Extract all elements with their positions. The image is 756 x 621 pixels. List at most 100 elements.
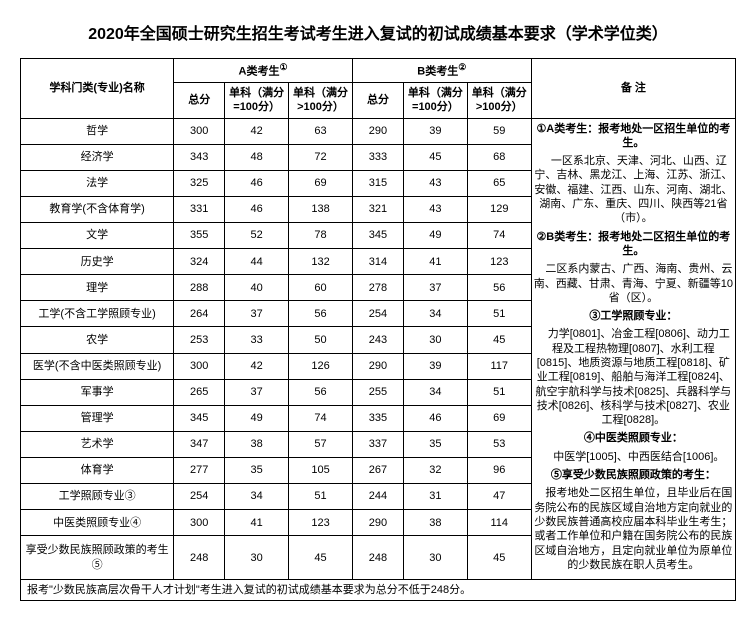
header-notes: 备 注 bbox=[531, 59, 735, 119]
header-catB: B类考生② bbox=[352, 59, 531, 83]
score-cell: 126 bbox=[289, 353, 353, 379]
score-cell: 248 bbox=[174, 536, 225, 580]
score-cell: 49 bbox=[225, 405, 289, 431]
score-cell: 96 bbox=[467, 457, 531, 483]
score-cell: 40 bbox=[225, 275, 289, 301]
score-cell: 78 bbox=[289, 222, 353, 248]
note-paragraph: ⑤享受少数民族照顾政策的考生： bbox=[534, 468, 733, 482]
header-total-a: 总分 bbox=[174, 82, 225, 118]
score-cell: 123 bbox=[289, 510, 353, 536]
score-cell: 34 bbox=[404, 301, 468, 327]
score-cell: 43 bbox=[404, 170, 468, 196]
score-cell: 321 bbox=[352, 196, 403, 222]
score-cell: 59 bbox=[467, 118, 531, 144]
score-cell: 45 bbox=[404, 144, 468, 170]
score-cell: 45 bbox=[467, 327, 531, 353]
score-cell: 314 bbox=[352, 249, 403, 275]
score-cell: 254 bbox=[352, 301, 403, 327]
score-cell: 253 bbox=[174, 327, 225, 353]
score-cell: 300 bbox=[174, 353, 225, 379]
table-footnote: 报考"少数民族高层次骨干人才计划"考生进入复试的初试成绩基本要求为总分不低于24… bbox=[21, 580, 736, 601]
score-cell: 255 bbox=[352, 379, 403, 405]
score-cell: 35 bbox=[404, 431, 468, 457]
header-sub100-a: 单科（满分=100分） bbox=[225, 82, 289, 118]
score-cell: 51 bbox=[467, 301, 531, 327]
score-cell: 138 bbox=[289, 196, 353, 222]
score-cell: 277 bbox=[174, 457, 225, 483]
subject-name: 经济学 bbox=[21, 144, 174, 170]
score-cell: 30 bbox=[404, 536, 468, 580]
score-cell: 37 bbox=[225, 301, 289, 327]
subject-name: 工学照顾专业③ bbox=[21, 484, 174, 510]
score-cell: 278 bbox=[352, 275, 403, 301]
score-cell: 48 bbox=[225, 144, 289, 170]
table-row: 哲学30042632903959①A类考生：报考地处一区招生单位的考生。一区系北… bbox=[21, 118, 736, 144]
score-cell: 37 bbox=[225, 379, 289, 405]
note-paragraph: 报考地处二区招生单位，且毕业后在国务院公布的民族区域自治地方定向就业的少数民族普… bbox=[534, 486, 733, 572]
score-cell: 38 bbox=[404, 510, 468, 536]
score-cell: 57 bbox=[289, 431, 353, 457]
score-cell: 290 bbox=[352, 118, 403, 144]
header-subgt100-a: 单科（满分>100分） bbox=[289, 82, 353, 118]
score-cell: 132 bbox=[289, 249, 353, 275]
score-cell: 44 bbox=[225, 249, 289, 275]
score-cell: 290 bbox=[352, 353, 403, 379]
score-cell: 355 bbox=[174, 222, 225, 248]
header-subject: 学科门类(专业)名称 bbox=[21, 59, 174, 119]
note-paragraph: 二区系内蒙古、广西、海南、贵州、云南、西藏、甘肃、青海、宁夏、新疆等10省（区）… bbox=[534, 262, 733, 305]
subject-name: 体育学 bbox=[21, 457, 174, 483]
score-cell: 41 bbox=[225, 510, 289, 536]
score-cell: 31 bbox=[404, 484, 468, 510]
note-paragraph: 一区系北京、天津、河北、山西、辽宁、吉林、黑龙江、上海、江苏、浙江、安徽、福建、… bbox=[534, 154, 733, 225]
score-cell: 37 bbox=[404, 275, 468, 301]
score-cell: 114 bbox=[467, 510, 531, 536]
score-cell: 46 bbox=[225, 196, 289, 222]
score-cell: 324 bbox=[174, 249, 225, 275]
notes-cell: ①A类考生：报考地处一区招生单位的考生。一区系北京、天津、河北、山西、辽宁、吉林… bbox=[531, 118, 735, 580]
score-cell: 50 bbox=[289, 327, 353, 353]
score-cell: 42 bbox=[225, 353, 289, 379]
score-cell: 42 bbox=[225, 118, 289, 144]
note-paragraph: ④中医类照顾专业： bbox=[534, 431, 733, 445]
score-cell: 69 bbox=[289, 170, 353, 196]
score-cell: 244 bbox=[352, 484, 403, 510]
score-cell: 315 bbox=[352, 170, 403, 196]
score-cell: 264 bbox=[174, 301, 225, 327]
header-catA: A类考生① bbox=[174, 59, 353, 83]
score-cell: 337 bbox=[352, 431, 403, 457]
score-cell: 46 bbox=[225, 170, 289, 196]
subject-name: 农学 bbox=[21, 327, 174, 353]
score-cell: 49 bbox=[404, 222, 468, 248]
note-paragraph: ②B类考生：报考地处二区招生单位的考生。 bbox=[534, 230, 733, 259]
score-cell: 129 bbox=[467, 196, 531, 222]
score-cell: 267 bbox=[352, 457, 403, 483]
score-cell: 38 bbox=[225, 431, 289, 457]
header-sub100-b: 单科（满分=100分） bbox=[404, 82, 468, 118]
score-cell: 123 bbox=[467, 249, 531, 275]
score-cell: 254 bbox=[174, 484, 225, 510]
score-cell: 56 bbox=[289, 301, 353, 327]
subject-name: 军事学 bbox=[21, 379, 174, 405]
score-cell: 300 bbox=[174, 510, 225, 536]
header-total-b: 总分 bbox=[352, 82, 403, 118]
score-cell: 41 bbox=[404, 249, 468, 275]
score-cell: 32 bbox=[404, 457, 468, 483]
score-cell: 333 bbox=[352, 144, 403, 170]
score-cell: 43 bbox=[404, 196, 468, 222]
header-subgt100-b: 单科（满分>100分） bbox=[467, 82, 531, 118]
score-cell: 74 bbox=[467, 222, 531, 248]
score-cell: 51 bbox=[467, 379, 531, 405]
score-cell: 53 bbox=[467, 431, 531, 457]
score-cell: 30 bbox=[225, 536, 289, 580]
page-title: 2020年全国硕士研究生招生考试考生进入复试的初试成绩基本要求（学术学位类） bbox=[20, 20, 736, 44]
subject-name: 理学 bbox=[21, 275, 174, 301]
score-cell: 35 bbox=[225, 457, 289, 483]
score-cell: 72 bbox=[289, 144, 353, 170]
score-cell: 39 bbox=[404, 353, 468, 379]
score-cell: 56 bbox=[467, 275, 531, 301]
score-cell: 105 bbox=[289, 457, 353, 483]
score-cell: 74 bbox=[289, 405, 353, 431]
subject-name: 法学 bbox=[21, 170, 174, 196]
score-cell: 52 bbox=[225, 222, 289, 248]
score-cell: 60 bbox=[289, 275, 353, 301]
